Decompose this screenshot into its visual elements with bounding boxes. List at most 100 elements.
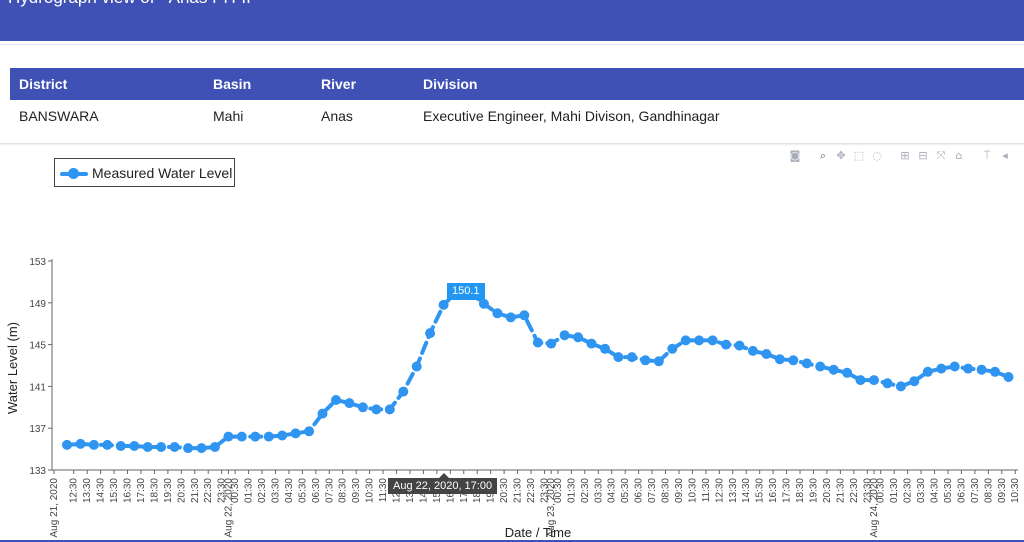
y-tick-label: 153 xyxy=(29,257,46,268)
river-value: Anas xyxy=(321,108,353,124)
data-point xyxy=(236,431,247,442)
y-tick-label: 141 xyxy=(29,382,46,393)
x-tick-label: 09:30 xyxy=(997,478,1008,503)
zoom-icon[interactable]: ⌕ xyxy=(819,149,827,162)
data-point xyxy=(411,361,422,372)
x-tick-label: 13:30 xyxy=(728,478,739,503)
x-tick-label: 16:30 xyxy=(123,478,134,503)
data-point xyxy=(344,398,355,409)
page-title: Hydrograph view of - Anas PH-II xyxy=(8,0,251,8)
data-point xyxy=(519,310,530,321)
data-point xyxy=(546,338,557,349)
data-point xyxy=(304,426,315,437)
x-tick-label: 21:30 xyxy=(835,478,846,503)
x-tick-label: Aug 22, 2020 xyxy=(223,478,234,538)
x-tick-label: 21:30 xyxy=(190,478,201,503)
autoscale-icon[interactable]: ⤧ xyxy=(936,149,946,162)
x-tick-label: 00:30 xyxy=(553,478,564,503)
data-point xyxy=(384,404,395,415)
data-point xyxy=(909,376,920,387)
zoom-in-icon[interactable]: ⊞ xyxy=(900,149,910,162)
data-point xyxy=(640,355,651,366)
y-tick-label: 133 xyxy=(29,466,46,477)
x-tick-label: 15:30 xyxy=(755,478,766,503)
data-point xyxy=(680,335,691,346)
x-tick-label: 02:30 xyxy=(580,478,591,503)
x-tick-label: 05:30 xyxy=(620,478,631,503)
x-tick-label: 17:30 xyxy=(782,478,793,503)
x-tick-label: 21:30 xyxy=(513,478,524,503)
data-point xyxy=(734,340,745,351)
x-tick-label: 18:30 xyxy=(795,478,806,503)
x-tick-label: 16:30 xyxy=(768,478,779,503)
x-tick-label: 04:30 xyxy=(607,478,618,503)
column-header-district[interactable]: District xyxy=(19,76,68,92)
x-tick-label: 10:30 xyxy=(687,478,698,503)
data-point xyxy=(855,375,866,386)
column-header-river[interactable]: River xyxy=(321,76,357,92)
column-header-basin[interactable]: Basin xyxy=(213,76,252,92)
x-tick-label: 14:30 xyxy=(741,478,752,503)
hover-value-label: 150.1 xyxy=(447,283,485,300)
chart-legend[interactable]: Measured Water Level xyxy=(54,158,235,187)
x-tick-label: 01:30 xyxy=(566,478,577,503)
x-tick-label: 11:30 xyxy=(378,478,389,503)
data-point xyxy=(263,431,274,442)
spike-lines-icon[interactable]: ⍑ xyxy=(983,149,991,162)
data-point xyxy=(694,335,705,346)
x-tick-label: 19:30 xyxy=(808,478,819,503)
pan-icon[interactable]: ✥ xyxy=(836,149,846,162)
reset-axes-icon[interactable]: ⌂ xyxy=(955,149,963,162)
x-tick-label: Aug 23, 2020 xyxy=(546,478,557,538)
data-point xyxy=(371,404,382,415)
x-tick-label: 20:30 xyxy=(499,478,510,503)
data-point xyxy=(142,442,153,452)
data-point xyxy=(882,378,893,389)
data-point xyxy=(169,442,180,452)
data-point xyxy=(277,430,288,441)
data-point xyxy=(774,354,785,365)
x-tick-label: 03:30 xyxy=(270,478,281,503)
lasso-select-icon[interactable]: ◌ xyxy=(872,149,882,162)
data-point xyxy=(156,442,167,452)
data-point xyxy=(949,361,960,372)
x-tick-label: 07:30 xyxy=(324,478,335,503)
x-tick-label: 12:30 xyxy=(714,478,725,503)
data-point xyxy=(869,375,879,386)
data-point xyxy=(667,343,678,354)
x-tick-label: 19:30 xyxy=(163,478,174,503)
x-tick-label: 09:30 xyxy=(674,478,685,503)
x-tick-label: 22:30 xyxy=(849,478,860,503)
hover-closest-icon[interactable]: ◂ xyxy=(1002,149,1008,162)
x-tick-label: Aug 21, 2020 xyxy=(49,478,60,538)
data-point xyxy=(250,431,261,442)
data-point xyxy=(438,299,449,310)
zoom-out-icon[interactable]: ⊟ xyxy=(918,149,928,162)
basin-value: Mahi xyxy=(213,108,244,124)
x-tick-label: 12:30 xyxy=(69,478,80,503)
box-select-icon[interactable]: ⬚ xyxy=(853,149,865,162)
data-point xyxy=(586,338,597,349)
x-tick-label: 07:30 xyxy=(647,478,658,503)
data-point xyxy=(976,364,987,375)
data-point xyxy=(317,408,328,419)
y-tick-label: 137 xyxy=(29,424,46,435)
bottom-rule xyxy=(0,540,1024,542)
chart-modebar: ◙ ⌕ ✥ ⬚ ◌ ⊞ ⊟ ⤧ ⌂ ⍑ ◂ xyxy=(788,149,1012,165)
header-divider xyxy=(0,44,1024,45)
x-tick-label: 11:30 xyxy=(701,478,712,503)
column-header-division[interactable]: Division xyxy=(423,76,478,92)
x-tick-label: 10:30 xyxy=(1010,478,1021,503)
data-point xyxy=(707,335,718,346)
x-tick-label: 10:30 xyxy=(365,478,376,503)
data-point xyxy=(129,441,140,451)
y-tick-label: 149 xyxy=(29,299,46,310)
data-point xyxy=(75,438,86,449)
x-tick-label: 05:30 xyxy=(943,478,954,503)
legend-label: Measured Water Level xyxy=(92,165,233,181)
y-axis: 133 137 141 145 149 153 xyxy=(29,257,53,477)
camera-icon[interactable]: ◙ xyxy=(789,149,801,162)
x-tick-label: 07:30 xyxy=(970,478,981,503)
x-tick-label: 20:30 xyxy=(176,478,187,503)
